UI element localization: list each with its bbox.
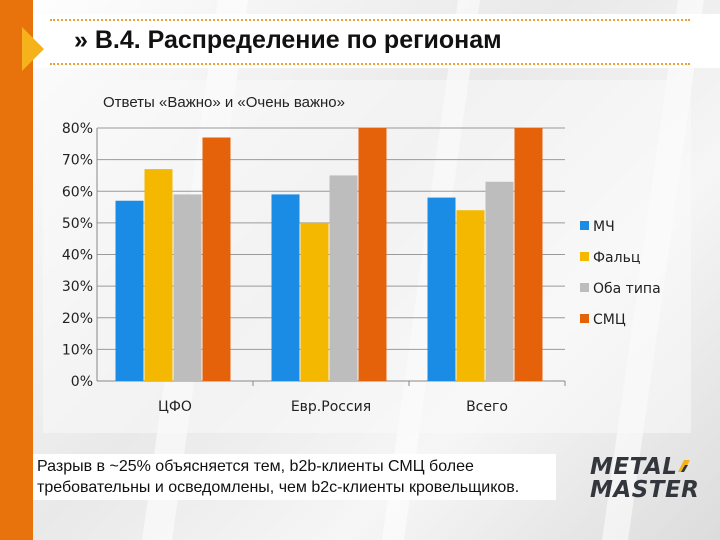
x-tick-label: Евр.Россия	[291, 399, 371, 415]
bar	[485, 181, 514, 381]
metal-master-logo: METAL MASTER	[590, 456, 700, 502]
y-tick-label: 70%	[62, 153, 93, 169]
y-tick-label: 50%	[62, 216, 93, 232]
bar	[271, 194, 300, 381]
legend-label: СМЦ	[593, 312, 626, 328]
logo-line-1: METAL	[590, 454, 678, 480]
legend-label: МЧ	[593, 219, 615, 235]
bar	[358, 128, 387, 381]
bar	[329, 175, 358, 381]
x-tick-label: Всего	[466, 399, 508, 415]
title-bottom-divider	[50, 63, 690, 65]
bar	[202, 137, 231, 381]
bar	[514, 128, 543, 381]
y-tick-label: 30%	[62, 279, 93, 295]
bar-chart: Ответы «Важно» и «Очень важно» 0% 10% 20% 30…	[62, 94, 661, 415]
title-band	[33, 14, 720, 68]
logo-mark-icon	[678, 460, 690, 472]
legend-swatch	[580, 221, 589, 230]
y-tick-label: 80%	[62, 121, 93, 137]
bar	[115, 200, 144, 381]
y-tick-label: 20%	[62, 311, 93, 327]
slide-title: » В.4. Распределение по регионам	[74, 26, 502, 54]
slide-note: Разрыв в ~25% объясняется тем, b2b-клиен…	[33, 454, 556, 500]
chart-panel: Ответы «Важно» и «Очень важно» 0% 10% 20% 30…	[43, 80, 691, 433]
bar	[144, 169, 173, 381]
y-tick-label: 60%	[62, 184, 93, 200]
title-top-divider	[50, 19, 690, 21]
bar	[173, 194, 202, 381]
legend-label: Оба типа	[593, 281, 661, 297]
y-tick-label: 0%	[71, 374, 93, 390]
legend-swatch	[580, 252, 589, 261]
bar	[456, 210, 485, 381]
legend-swatch	[580, 283, 589, 292]
y-tick-label: 10%	[62, 342, 93, 358]
bar	[427, 197, 456, 381]
logo-line-2: MASTER	[590, 477, 700, 503]
legend-swatch	[580, 314, 589, 323]
arrow-icon	[22, 27, 44, 71]
y-tick-label: 40%	[62, 248, 93, 264]
bar	[300, 222, 329, 381]
legend-label: Фальц	[593, 250, 640, 266]
x-tick-label: ЦФО	[158, 399, 192, 415]
chart-title: Ответы «Важно» и «Очень важно»	[103, 94, 345, 111]
accent-sidebar	[0, 0, 33, 540]
